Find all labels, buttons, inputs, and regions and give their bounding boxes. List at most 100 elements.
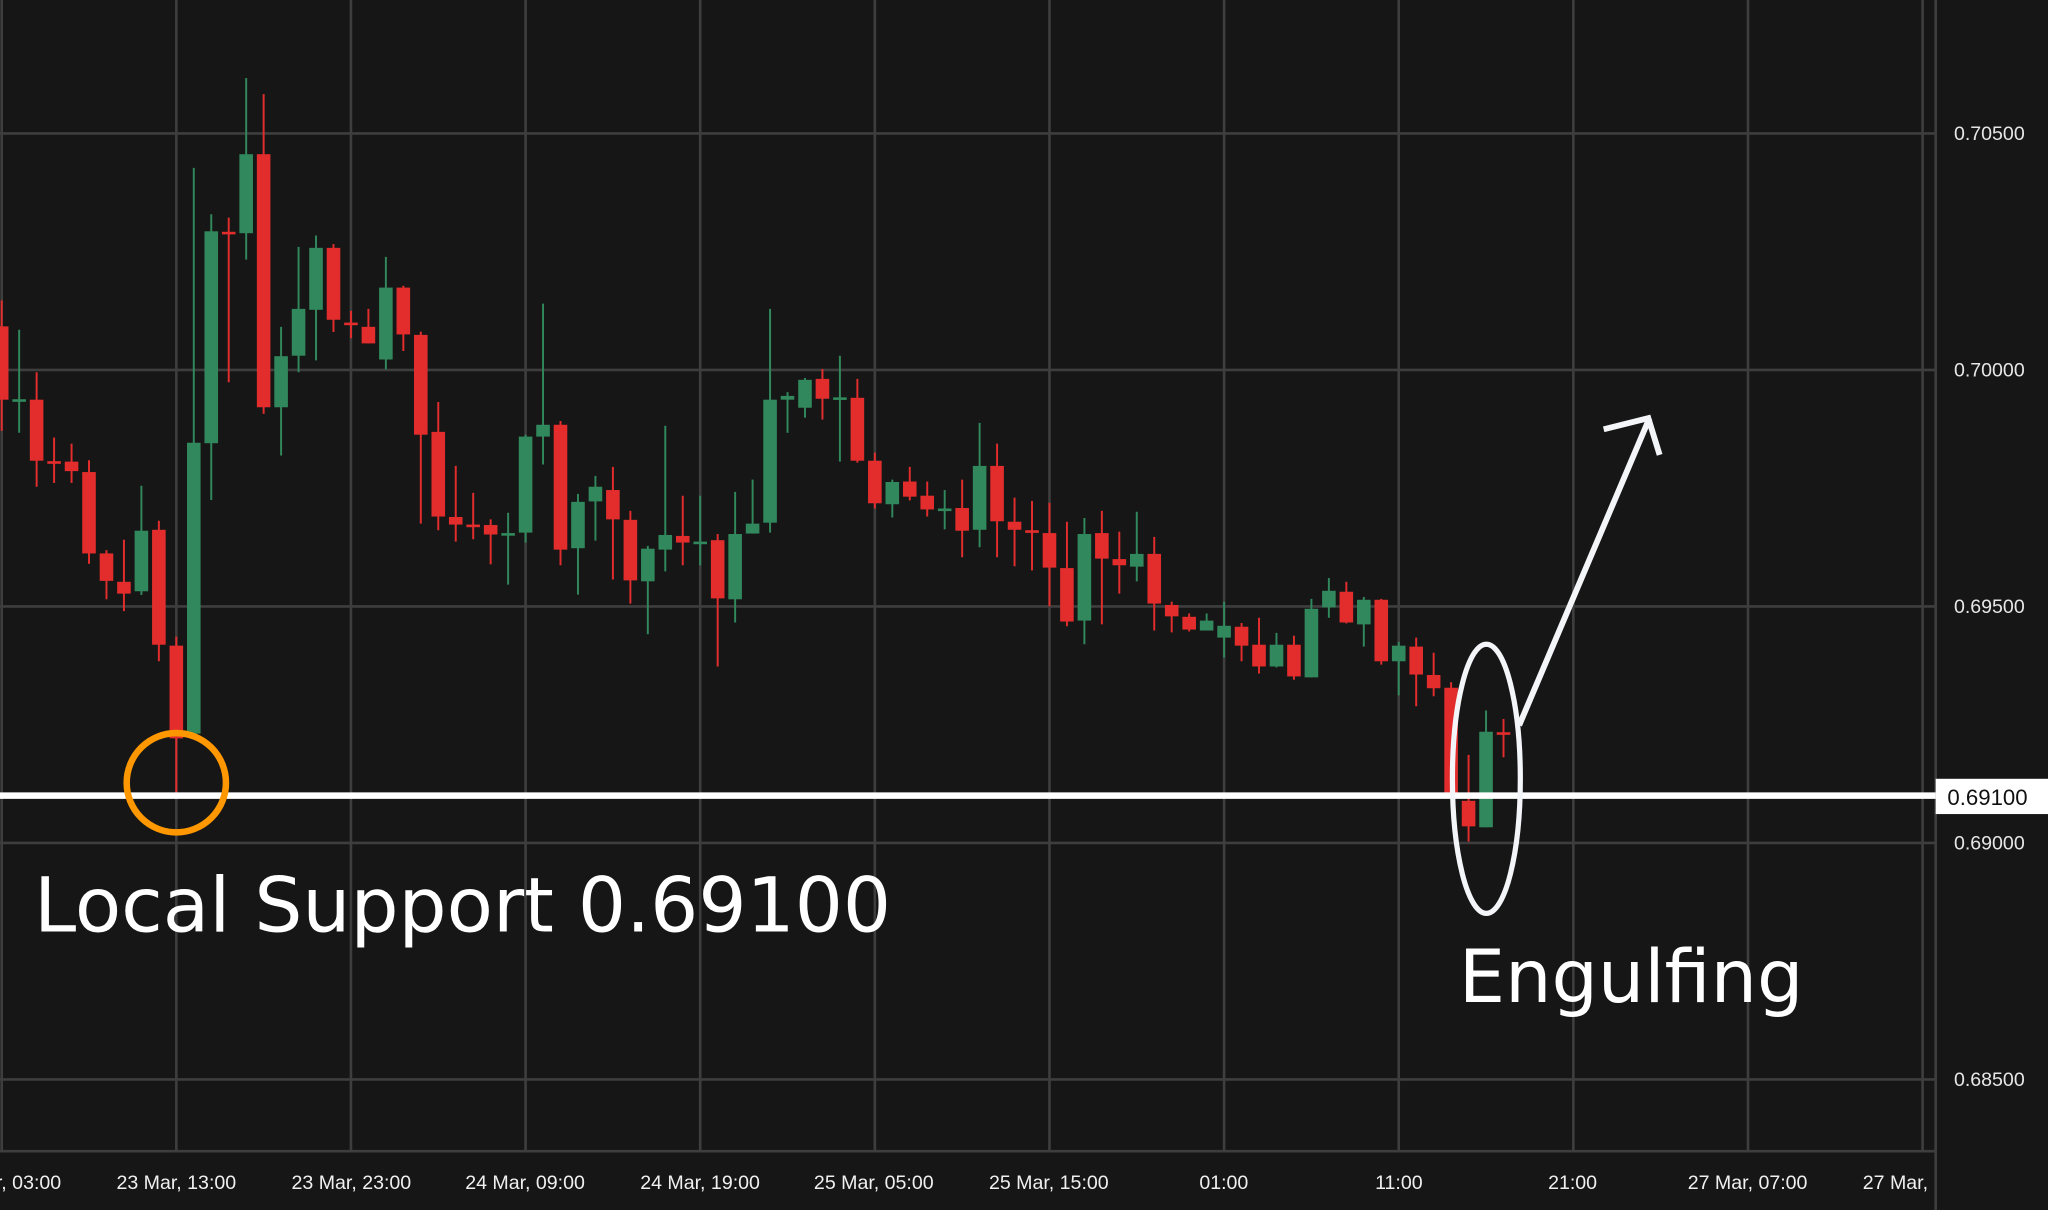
bullish-candle	[641, 545, 655, 635]
candles	[0, 78, 1511, 842]
candle-body	[29, 399, 44, 461]
bearish-candle	[955, 479, 969, 558]
candle-body	[152, 529, 166, 645]
candle-body	[169, 645, 184, 739]
candle-body	[1339, 591, 1354, 623]
candle-body	[1077, 534, 1092, 621]
bearish-candle	[0, 300, 9, 431]
bullish-candle	[1199, 613, 1214, 631]
candle-body	[274, 356, 288, 408]
candle-body	[1164, 604, 1179, 617]
bearish-candle	[466, 492, 480, 540]
bullish-candle	[274, 326, 288, 456]
candle-body	[379, 287, 393, 360]
candle-body	[1182, 616, 1196, 630]
candle-body	[1461, 800, 1476, 827]
bullish-candle	[658, 425, 673, 572]
bullish-candle	[239, 78, 253, 260]
bullish-candle	[186, 167, 201, 734]
bearish-candle	[920, 481, 935, 517]
candle-body	[326, 247, 341, 320]
bearish-candle	[326, 244, 341, 333]
candle-body	[309, 247, 323, 310]
candle-body	[1252, 644, 1266, 667]
candle-body	[1322, 590, 1336, 608]
time-tick-label: 11:00	[1375, 1172, 1423, 1194]
candle-body	[745, 523, 760, 534]
time-tick-label: 27 Mar, 07:00	[1688, 1172, 1808, 1194]
price-tick-label: 0.70000	[1954, 359, 2025, 381]
candle-body	[239, 154, 253, 234]
candle-body	[1357, 599, 1371, 625]
candle-body	[1496, 732, 1511, 735]
candle-body	[972, 465, 987, 530]
candle-body	[1095, 533, 1109, 559]
bullish-candle	[12, 329, 26, 433]
candle-body	[571, 501, 585, 549]
bullish-candle	[1391, 641, 1406, 696]
candle-body	[1199, 620, 1214, 631]
candle-body	[431, 431, 446, 517]
candle-body	[955, 508, 969, 531]
candle-body	[1479, 731, 1493, 828]
bearish-candle	[1042, 502, 1057, 607]
time-tick-label: 23 Mar, 13:00	[116, 1172, 236, 1194]
candle-body	[990, 465, 1004, 522]
time-tick-label: 24 Mar, 19:00	[640, 1172, 760, 1194]
candle-body	[117, 581, 131, 594]
time-axis[interactable]: 23 Mar, 03:00 23 Mar, 13:00 23 Mar, 23:0…	[0, 1172, 1983, 1194]
horizontal-gridlines	[0, 132, 1936, 1081]
bearish-candle	[1060, 521, 1074, 627]
bullish-candle	[1322, 578, 1336, 618]
candle-body	[658, 534, 673, 550]
candle-body	[763, 399, 777, 523]
bullish-candle	[1479, 710, 1493, 828]
bullish-candle	[937, 490, 952, 530]
bearish-candle	[99, 550, 114, 600]
bearish-candle	[675, 495, 690, 566]
bullish-candle	[1357, 596, 1371, 647]
bullish-candle	[972, 422, 987, 548]
bullish-candle	[501, 512, 515, 585]
candle-body	[344, 322, 358, 326]
candle-body	[833, 397, 847, 400]
bearish-candle	[990, 443, 1004, 558]
candle-body	[47, 461, 61, 464]
bullish-candle	[1269, 632, 1284, 668]
bullish-candle	[134, 485, 149, 596]
candle-body	[134, 530, 149, 592]
candle-body	[606, 490, 620, 520]
bearish-candle	[448, 465, 463, 542]
bearish-candle	[850, 378, 865, 463]
bearish-candle	[431, 402, 446, 531]
bullish-candle	[833, 355, 847, 462]
candle-body	[693, 541, 708, 545]
bullish-candle	[309, 235, 323, 361]
bearish-candle	[623, 510, 638, 604]
support-annotation-text: Local Support 0.69100	[34, 862, 891, 950]
bearish-candle	[1007, 497, 1022, 567]
bullish-candle	[588, 475, 603, 541]
engulfing-annotation-text: Engulfing	[1459, 935, 1803, 1020]
candle-body	[256, 154, 271, 408]
bullish-candle	[1077, 517, 1092, 645]
bearish-candle	[815, 368, 830, 420]
bearish-candle	[1339, 581, 1354, 624]
bullish-candle	[693, 495, 708, 566]
price-axis[interactable]: 0.70500 0.70000 0.69500 0.69000 0.68500	[1954, 123, 2025, 1091]
candle-body	[710, 540, 725, 599]
candle-body	[641, 548, 655, 582]
bearish-candle	[1252, 617, 1266, 674]
bullish-candle	[291, 246, 306, 373]
candle-body	[0, 326, 9, 400]
candle-body	[466, 524, 480, 528]
bearish-candle	[1287, 635, 1301, 680]
up-arrow-icon	[1516, 414, 1663, 727]
bullish-candle	[763, 308, 777, 533]
bullish-candle	[780, 392, 795, 433]
candle-body	[291, 308, 306, 356]
bearish-candle	[902, 466, 917, 501]
bearish-candle	[29, 372, 44, 487]
vertical-gridlines	[0, 0, 1924, 1152]
